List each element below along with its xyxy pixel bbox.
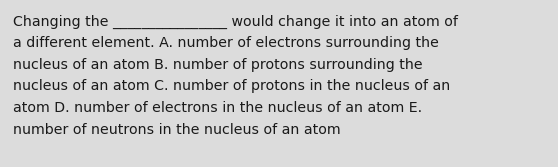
Text: a different element. A. number of electrons surrounding the: a different element. A. number of electr…	[13, 37, 439, 50]
Text: nucleus of an atom C. number of protons in the nucleus of an: nucleus of an atom C. number of protons …	[13, 79, 450, 94]
Text: Changing the ________________ would change it into an atom of: Changing the ________________ would chan…	[13, 15, 458, 29]
Text: atom D. number of electrons in the nucleus of an atom E.: atom D. number of electrons in the nucle…	[13, 101, 422, 115]
Text: nucleus of an atom B. number of protons surrounding the: nucleus of an atom B. number of protons …	[13, 58, 422, 72]
Text: number of neutrons in the nucleus of an atom: number of neutrons in the nucleus of an …	[13, 123, 340, 136]
